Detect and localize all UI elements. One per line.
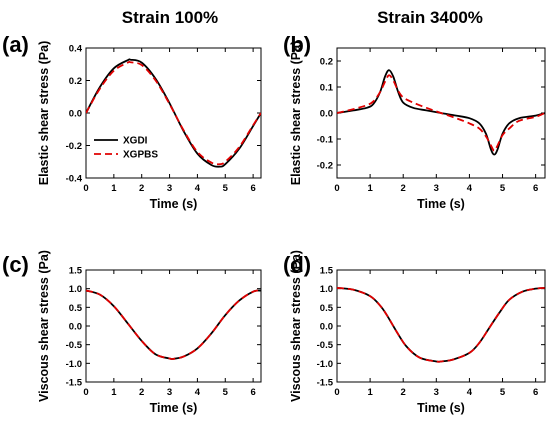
- y-tick-label: -1.5: [317, 378, 334, 389]
- x-tick-label: 3: [434, 387, 439, 398]
- series-line-xgdi: [86, 289, 261, 360]
- x-tick-label: 0: [334, 183, 339, 194]
- y-tick-label: 0.5: [69, 303, 83, 314]
- x-tick-label: 2: [401, 183, 406, 194]
- x-tick-label: 5: [223, 387, 229, 398]
- y-tick-label: 0.2: [320, 57, 333, 68]
- column-title-left: Strain 100%: [122, 8, 218, 27]
- y-tick-label: 1.0: [320, 284, 333, 295]
- x-tick-label: 6: [533, 387, 538, 398]
- y-tick-label: -1.0: [66, 359, 82, 370]
- x-tick-label: 2: [139, 387, 144, 398]
- panel-1: (a) 0 1 2 3 4 5 6 -0.4 -0.2 0.0 0.2 0.4 Time (s) Elast…: [2, 32, 262, 211]
- y-tick-label: 0.1: [320, 83, 334, 94]
- x-tick-label: 6: [533, 183, 538, 194]
- y-tick-label: -0.5: [317, 340, 334, 351]
- y-tick-label: -0.4: [66, 174, 83, 185]
- x-tick-label: 2: [401, 387, 406, 398]
- x-tick-label: 1: [111, 183, 117, 194]
- y-tick-label: -1.0: [317, 359, 333, 370]
- x-tick-label: 0: [334, 387, 339, 398]
- y-tick-label: -0.1: [317, 135, 334, 146]
- x-tick-label: 0: [83, 387, 88, 398]
- panel-label: (c): [2, 252, 29, 277]
- x-tick-label: 6: [250, 387, 255, 398]
- x-tick-label: 0: [83, 183, 88, 194]
- y-tick-label: -0.5: [66, 340, 83, 351]
- panel-label: (d): [283, 252, 311, 277]
- y-tick-label: 1.5: [69, 266, 83, 277]
- y-tick-label: 1.0: [69, 284, 82, 295]
- x-axis-title: Time (s): [417, 197, 465, 211]
- series-line-xgdi: [337, 287, 545, 363]
- y-tick-label: 0.4: [69, 44, 83, 55]
- x-axis-title: Time (s): [417, 401, 465, 415]
- x-tick-label: 3: [167, 183, 172, 194]
- legend-label: XGDI: [123, 136, 148, 147]
- y-axis-title: Viscous shear stress (Pa): [37, 250, 51, 402]
- y-tick-label: 0.0: [320, 109, 333, 120]
- x-tick-label: 1: [367, 387, 373, 398]
- x-tick-label: 4: [195, 387, 201, 398]
- y-tick-label: 0.0: [69, 109, 82, 120]
- x-tick-label: 6: [250, 183, 255, 194]
- plot-frame: [85, 269, 262, 383]
- x-tick-label: 5: [500, 183, 506, 194]
- y-tick-label: -0.2: [66, 141, 82, 152]
- x-tick-label: 5: [223, 183, 229, 194]
- y-tick-label: 0.0: [69, 322, 82, 333]
- panel-label: (b): [283, 32, 311, 57]
- x-tick-label: 4: [195, 183, 201, 194]
- y-axis-title: Viscous shear stress (Pa): [289, 250, 303, 402]
- series-line-xgpbs: [86, 60, 261, 166]
- panel-3: (c) 0 1 2 3 4 5 6 -1.5 -1.0 -0.5 0.0 0.5 1.0 1.5 Time (…: [2, 250, 262, 415]
- x-tick-label: 3: [167, 387, 172, 398]
- x-axis-title: Time (s): [150, 401, 198, 415]
- x-tick-label: 4: [467, 183, 473, 194]
- x-axis-title: Time (s): [150, 197, 198, 211]
- panel-4: (d) 0 1 2 3 4 5 6 -1.5 -1.0 -0.5 0.0 0.5 1.0 1.5 Time (…: [283, 250, 546, 415]
- y-tick-label: 1.5: [320, 266, 334, 277]
- x-tick-label: 1: [111, 387, 117, 398]
- column-title-right: Strain 3400%: [377, 8, 483, 27]
- y-tick-label: -1.5: [66, 378, 83, 389]
- series-line-xgpbs: [337, 74, 545, 152]
- x-tick-label: 5: [500, 387, 506, 398]
- y-axis-title: Elastic shear stress (Pa): [37, 41, 51, 186]
- series-line-xgpbs: [86, 289, 261, 360]
- plot-frame: [336, 269, 546, 383]
- series-line-xgdi: [86, 58, 261, 168]
- legend-label: XGPBS: [123, 150, 158, 161]
- x-tick-label: 4: [467, 387, 473, 398]
- x-tick-label: 1: [367, 183, 373, 194]
- y-tick-label: -0.2: [317, 161, 333, 172]
- series-line-xgpbs: [337, 287, 545, 363]
- y-axis-title: Elastic shear stress (Pa): [289, 41, 303, 186]
- panel-label: (a): [2, 32, 29, 57]
- y-tick-label: 0.5: [320, 303, 334, 314]
- y-tick-label: 0.2: [69, 76, 82, 87]
- y-tick-label: 0.0: [320, 322, 333, 333]
- panel-2: (b) 0 1 2 3 4 5 6 -0.2 -0.1 0.0 0.1 0.2 Time (s) Elast…: [283, 32, 546, 211]
- x-tick-label: 2: [139, 183, 144, 194]
- x-tick-label: 3: [434, 183, 439, 194]
